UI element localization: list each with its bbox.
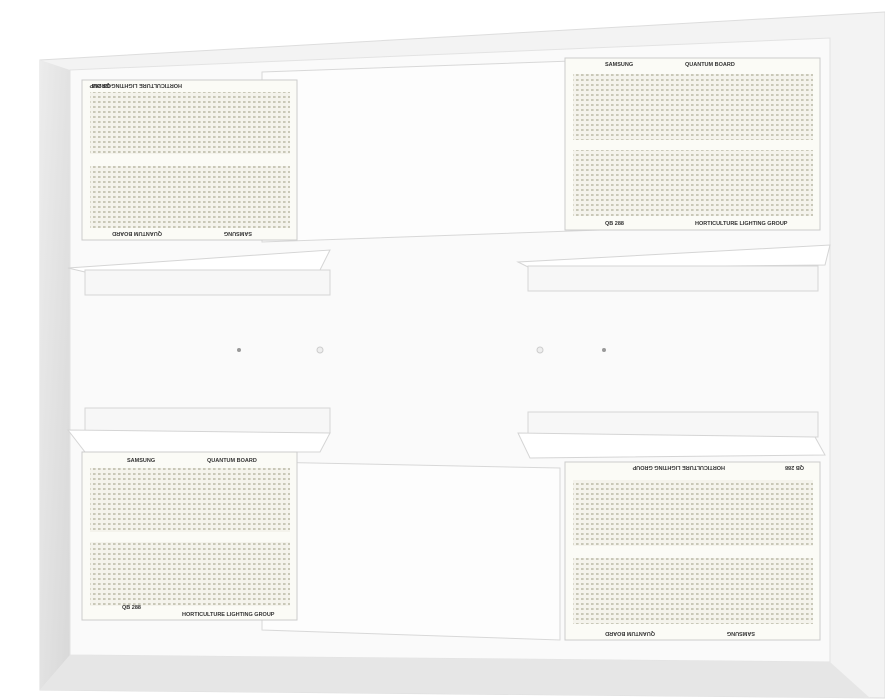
brand-label: HORTICULTURE LIGHTING GROUP [182, 612, 275, 618]
brackets [66, 244, 831, 459]
mount-holes [237, 346, 606, 354]
brand-label: HORTICULTURE LIGHTING GROUP [89, 82, 182, 88]
maker-label: SAMSUNG [605, 62, 633, 68]
maker-label: SAMSUNG [727, 630, 755, 636]
product-label: QUANTUM BOARD [207, 458, 257, 464]
model-label: QB 288 [785, 464, 804, 470]
led-board: HORTICULTURE LIGHTING GROUP QB 288 QUANT… [564, 461, 821, 641]
maker-label: SAMSUNG [127, 458, 155, 464]
led-board: SAMSUNG QUANTUM BOARD HORTICULTURE LIGHT… [81, 451, 298, 621]
brand-label: HORTICULTURE LIGHTING GROUP [695, 221, 788, 227]
maker-label: SAMSUNG [224, 230, 252, 236]
product-label: QUANTUM BOARD [112, 230, 162, 236]
led-board: QUANTUM BOARD SAMSUNG HORTICULTURE LIGHT… [564, 57, 821, 231]
model-label: QB 288 [92, 82, 111, 88]
center-bars [261, 59, 601, 641]
product-label: QUANTUM BOARD [605, 630, 655, 636]
model-label: QB 288 [122, 605, 141, 611]
model-label: QB 288 [605, 221, 624, 227]
brand-label: HORTICULTURE LIGHTING GROUP [632, 464, 725, 470]
frame-side [40, 60, 70, 690]
led-board: HORTICULTURE LIGHTING GROUP QUANTUM BOAR… [81, 79, 298, 241]
product-label: QUANTUM BOARD [685, 62, 735, 68]
frame-bottom [40, 655, 870, 698]
